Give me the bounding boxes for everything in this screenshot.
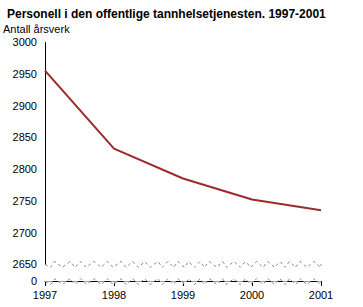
svg-text:2650: 2650 (13, 258, 37, 270)
svg-text:2950: 2950 (13, 68, 37, 80)
svg-text:Personell i den offentlige tan: Personell i den offentlige tannhelsetjen… (7, 7, 326, 21)
svg-text:2850: 2850 (13, 131, 37, 143)
svg-text:2900: 2900 (13, 100, 37, 112)
svg-text:2700: 2700 (13, 227, 37, 239)
svg-text:0: 0 (31, 275, 37, 287)
svg-text:1997: 1997 (33, 289, 57, 301)
svg-text:1998: 1998 (102, 289, 126, 301)
svg-text:2750: 2750 (13, 195, 37, 207)
svg-text:1999: 1999 (171, 289, 195, 301)
svg-text:2001: 2001 (309, 289, 333, 301)
svg-text:Antall årsverk: Antall årsverk (3, 23, 70, 35)
svg-text:3000: 3000 (13, 36, 37, 48)
svg-text:2800: 2800 (13, 163, 37, 175)
svg-text:2000: 2000 (240, 289, 264, 301)
